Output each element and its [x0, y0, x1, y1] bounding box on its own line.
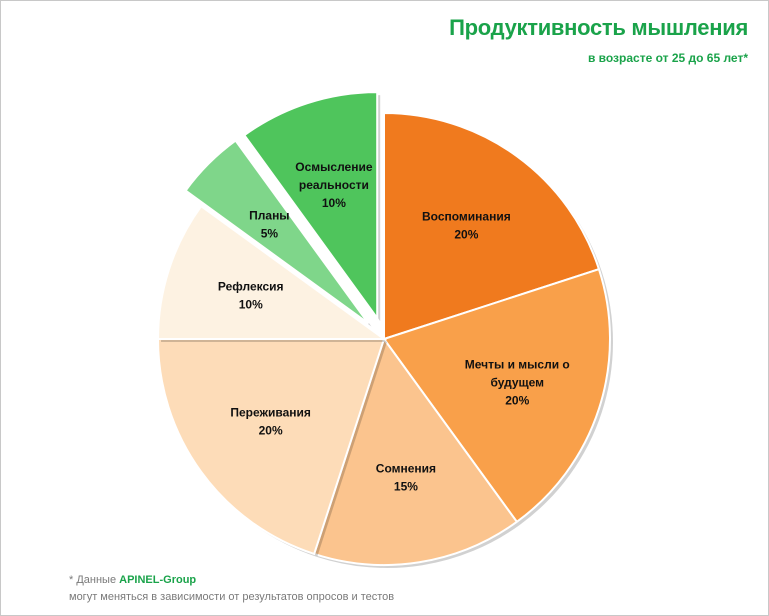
slice-name-2: Сомнения [376, 461, 436, 475]
slice-value-0: 20% [454, 228, 478, 242]
pie-slice-4 [156, 204, 388, 340]
slice-name-6: Осмысление [295, 160, 373, 174]
pie-slice-5 [184, 139, 370, 325]
slice-name-6: реальности [299, 178, 369, 192]
slice-value-1: 20% [505, 393, 529, 407]
slice-name-5: Планы [249, 208, 289, 222]
pie-slice-6 [242, 91, 379, 322]
footnote-line-1: * Данные APINEL-Group [69, 572, 394, 589]
slice-label-6: Осмысление реальности 10% [295, 160, 373, 210]
slice-value-2: 15% [394, 479, 418, 493]
slice-value-5: 5% [261, 226, 279, 240]
brand-name: APINEL-Group [119, 574, 197, 586]
chart-title: Продуктивность мышления [449, 15, 748, 40]
slice-name-0: Воспоминания [422, 210, 511, 224]
slice-label-1: Мечты и мысли о будущем 20% [465, 357, 570, 407]
footnote: * Данные APINEL-Group могут меняться в з… [69, 572, 394, 606]
pie-slice-0 [383, 111, 601, 341]
slice-name-4: Рефлексия [218, 280, 284, 294]
slice-label-2: Сомнения 15% [376, 461, 436, 493]
chart-subtitle: в возрасте от 25 до 65 лет* [587, 51, 748, 65]
slice-value-4: 10% [239, 298, 263, 312]
pie-slice-3 [156, 338, 386, 556]
slice-name-3: Переживания [230, 405, 311, 419]
slice-label-0: Воспоминания 20% [422, 210, 511, 242]
footnote-prefix: * Данные [69, 574, 120, 586]
slice-label-5: Планы 5% [249, 208, 289, 240]
slice-label-3: Переживания 20% [230, 405, 311, 437]
slice-name-1: будущем [490, 375, 544, 389]
pie-slice-2 [312, 336, 519, 566]
pie-slice-1 [382, 267, 611, 524]
slice-label-4: Рефлексия 10% [218, 280, 284, 312]
footnote-line-2: могут меняться в зависимости от результа… [69, 591, 395, 603]
slice-name-1: Мечты и мысли о [465, 357, 570, 371]
slice-value-3: 20% [259, 423, 283, 437]
slice-value-6: 10% [322, 196, 346, 210]
